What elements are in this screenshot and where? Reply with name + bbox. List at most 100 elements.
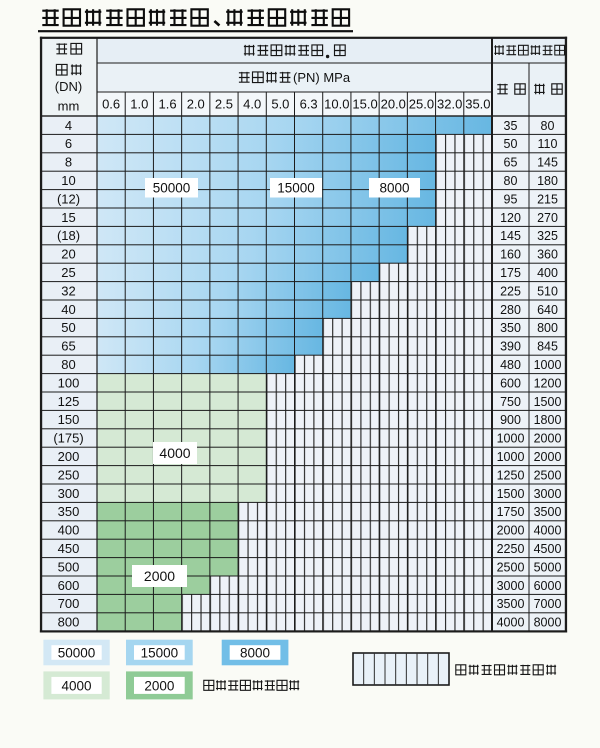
svg-text:175: 175 xyxy=(500,266,521,280)
svg-text:3000: 3000 xyxy=(534,487,562,501)
svg-text:125: 125 xyxy=(58,394,80,409)
svg-text:15000: 15000 xyxy=(141,645,179,660)
svg-text:35: 35 xyxy=(504,119,518,133)
svg-text:2000: 2000 xyxy=(534,450,562,464)
svg-text:50000: 50000 xyxy=(58,645,96,660)
svg-text:15000: 15000 xyxy=(277,181,315,196)
svg-text:3000: 3000 xyxy=(497,579,525,593)
svg-text:35.0: 35.0 xyxy=(465,97,490,112)
svg-text:95: 95 xyxy=(504,192,518,206)
svg-text:510: 510 xyxy=(537,284,558,298)
svg-text:25: 25 xyxy=(61,265,75,280)
svg-text:2000: 2000 xyxy=(534,432,562,446)
svg-text:500: 500 xyxy=(58,559,80,574)
svg-text:50: 50 xyxy=(504,137,518,151)
svg-text:280: 280 xyxy=(500,303,521,317)
svg-text:(12): (12) xyxy=(57,191,80,206)
svg-text:750: 750 xyxy=(500,395,521,409)
svg-text:4500: 4500 xyxy=(534,542,562,556)
svg-text:40: 40 xyxy=(61,302,75,317)
svg-text:50000: 50000 xyxy=(153,181,191,196)
svg-text:480: 480 xyxy=(500,358,521,372)
svg-text:145: 145 xyxy=(537,156,558,170)
svg-text:700: 700 xyxy=(58,596,80,611)
svg-text:5.0: 5.0 xyxy=(271,97,289,112)
svg-text:120: 120 xyxy=(500,211,521,225)
svg-text:250: 250 xyxy=(58,467,80,482)
svg-text:325: 325 xyxy=(537,229,558,243)
svg-text:5000: 5000 xyxy=(534,560,562,574)
svg-text:6000: 6000 xyxy=(534,579,562,593)
svg-text:1500: 1500 xyxy=(534,395,562,409)
svg-text:10.0: 10.0 xyxy=(324,97,349,112)
svg-text:50: 50 xyxy=(61,320,75,335)
svg-text:4: 4 xyxy=(65,118,72,133)
svg-text:350: 350 xyxy=(58,504,80,519)
svg-text:1800: 1800 xyxy=(534,413,562,427)
svg-text:300: 300 xyxy=(58,486,80,501)
svg-text:1200: 1200 xyxy=(534,376,562,390)
svg-text:(PN) MPa: (PN) MPa xyxy=(293,70,351,85)
svg-text:1.6: 1.6 xyxy=(159,97,177,112)
svg-text:20.0: 20.0 xyxy=(381,97,406,112)
svg-text:1000: 1000 xyxy=(497,450,525,464)
svg-text:8000: 8000 xyxy=(379,181,409,196)
svg-text:100: 100 xyxy=(58,375,80,390)
svg-text:1000: 1000 xyxy=(497,432,525,446)
svg-text:4.0: 4.0 xyxy=(243,97,261,112)
svg-text:215: 215 xyxy=(537,192,558,206)
svg-text:10: 10 xyxy=(61,173,75,188)
svg-text:6: 6 xyxy=(65,136,72,151)
svg-text:8: 8 xyxy=(65,155,72,170)
svg-text:80: 80 xyxy=(61,357,75,372)
svg-text:4000: 4000 xyxy=(497,616,525,630)
svg-text:(DN): (DN) xyxy=(55,79,82,94)
svg-text:350: 350 xyxy=(500,321,521,335)
svg-text:640: 640 xyxy=(537,303,558,317)
svg-text:1500: 1500 xyxy=(497,487,525,501)
svg-text:270: 270 xyxy=(537,211,558,225)
svg-text:20: 20 xyxy=(61,247,75,262)
svg-text:mm: mm xyxy=(58,99,80,114)
svg-text:400: 400 xyxy=(58,523,80,538)
svg-text:1250: 1250 xyxy=(497,468,525,482)
svg-text:2500: 2500 xyxy=(534,468,562,482)
svg-text:390: 390 xyxy=(500,340,521,354)
svg-text:3500: 3500 xyxy=(497,597,525,611)
svg-text:2.5: 2.5 xyxy=(215,97,233,112)
svg-text:900: 900 xyxy=(500,413,521,427)
svg-text:65: 65 xyxy=(61,339,75,354)
svg-text:2500: 2500 xyxy=(497,560,525,574)
svg-text:2000: 2000 xyxy=(144,568,175,584)
svg-text:6.3: 6.3 xyxy=(300,97,318,112)
svg-text:400: 400 xyxy=(537,266,558,280)
svg-text:80: 80 xyxy=(504,174,518,188)
svg-text:800: 800 xyxy=(537,321,558,335)
svg-text:845: 845 xyxy=(537,340,558,354)
svg-text:450: 450 xyxy=(58,541,80,556)
svg-text:160: 160 xyxy=(500,248,521,262)
svg-text:600: 600 xyxy=(500,376,521,390)
svg-text:15.0: 15.0 xyxy=(352,97,377,112)
svg-text:200: 200 xyxy=(58,449,80,464)
svg-text:7000: 7000 xyxy=(534,597,562,611)
svg-text:110: 110 xyxy=(538,137,558,151)
svg-text:600: 600 xyxy=(58,578,80,593)
svg-text:4000: 4000 xyxy=(534,524,562,538)
svg-text:0.6: 0.6 xyxy=(102,97,120,112)
svg-text:65: 65 xyxy=(504,156,518,170)
svg-text:3500: 3500 xyxy=(534,505,562,519)
svg-text:32: 32 xyxy=(61,283,75,298)
svg-text:(175): (175) xyxy=(53,431,83,446)
svg-text:1000: 1000 xyxy=(534,358,562,372)
svg-text:2000: 2000 xyxy=(144,678,174,693)
svg-text:150: 150 xyxy=(58,412,80,427)
svg-text:4000: 4000 xyxy=(159,445,190,461)
svg-text:225: 225 xyxy=(500,284,521,298)
svg-text:32.0: 32.0 xyxy=(437,97,462,112)
svg-text:360: 360 xyxy=(537,248,558,262)
svg-text:1.0: 1.0 xyxy=(130,97,148,112)
svg-text:15: 15 xyxy=(61,210,75,225)
svg-text:2000: 2000 xyxy=(497,524,525,538)
svg-text:8000: 8000 xyxy=(534,616,562,630)
